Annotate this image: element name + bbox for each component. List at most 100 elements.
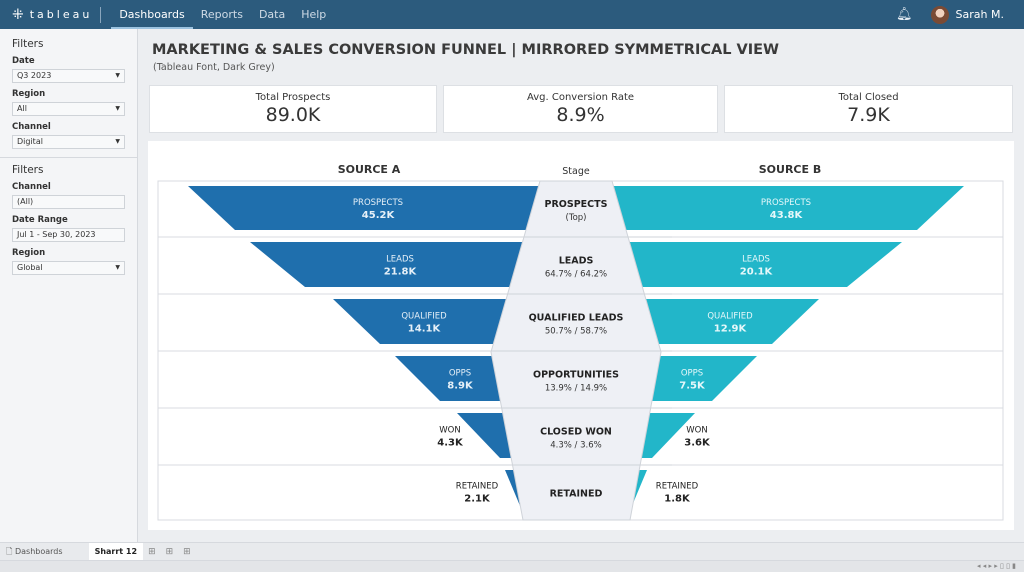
stage-name: PROSPECTS (545, 199, 608, 210)
page-subtitle: (Tableau Font, Dark Grey) (153, 62, 275, 73)
top-nav: ⁜ tableau Dashboards Reports Data Help 🔔︎… (0, 0, 1024, 29)
kpi-label: Total Prospects (255, 92, 331, 103)
filter-label: Date Range (12, 215, 68, 225)
status-bar: ◂ ◂ ▸ ▸ ▯ ▯ ▮ (0, 560, 1024, 572)
filters-sidebar: Filters Date Q3 2023 ▼ Region All ▼ Channel Dig… (0, 29, 138, 542)
stage-name: RETAINED (550, 489, 603, 500)
source-a-stage-label: RETAINED (456, 482, 499, 492)
tab-dashboards[interactable]: 🗋 Dashboards (6, 546, 63, 556)
kpi-total-closed: Total Closed 7.9K (724, 85, 1013, 133)
source-b-value: 1.8K (664, 494, 691, 505)
kpi-label: Avg. Conversion Rate (526, 92, 635, 103)
funnel-panel: SOURCE A SOURCE B Stage PROSPECTS (Top) PROSP… (148, 141, 1014, 530)
stage-name: OPPORTUNITIES (533, 370, 619, 381)
source-b-stage-label: OPPS (681, 369, 703, 379)
funnel-band-source-a (250, 242, 576, 287)
source-a-value: 45.2K (362, 210, 396, 221)
nav-data[interactable]: Data (258, 8, 286, 21)
sheet-tabs-bar: 🗋 Dashboards Sharrt 12 ⊞ ⊞ ⊞ (0, 542, 1024, 561)
filter-value: Q3 2023 (17, 71, 52, 80)
kpi-value: 7.9K (847, 104, 890, 126)
stage-conversion-rate: 64.7% / 64.2% (545, 270, 607, 280)
chevron-down-icon: ▼ (115, 105, 120, 112)
source-a-value: 4.3K (437, 438, 464, 449)
funnel-band-source-a (188, 186, 576, 230)
source-b-value: 3.6K (684, 438, 711, 449)
source-a-value: 21.8K (384, 267, 418, 278)
filters-heading: Filters (12, 164, 44, 176)
kpi-value: 89.0K (265, 104, 321, 126)
funnel-band-source-b (576, 242, 902, 287)
stage-conversion-rate: 13.9% / 14.9% (545, 384, 607, 394)
source-a-value: 8.9K (447, 381, 474, 392)
filter-label: Date (12, 56, 35, 66)
filter-value: All (17, 104, 27, 113)
filters-heading: Filters (12, 38, 44, 50)
stage-conversion-rate: (Top) (566, 213, 587, 223)
filter-value: Digital (17, 137, 43, 146)
chevron-down-icon: ▼ (115, 264, 120, 271)
kpi-total-prospects: Total Prospects 89.0K (149, 85, 437, 133)
filter-label: Channel (12, 122, 51, 132)
source-b-value: 12.9K (714, 324, 748, 335)
user-name[interactable]: Sarah M. (955, 8, 1004, 21)
nav-help[interactable]: Help (301, 8, 327, 21)
source-b-stage-label: RETAINED (656, 482, 699, 492)
filter-input[interactable]: Jul 1 - Sep 30, 2023 (12, 228, 125, 242)
source-a-stage-label: OPPS (449, 369, 471, 379)
stage-name: LEADS (559, 256, 594, 267)
source-a-value: 2.1K (464, 494, 491, 505)
avatar[interactable] (930, 5, 949, 24)
filter-dropdown[interactable]: Global ▼ (12, 261, 125, 275)
chevron-down-icon: ▼ (115, 138, 120, 145)
filter-value: Jul 1 - Sep 30, 2023 (17, 230, 96, 239)
filter-input[interactable]: (All) (12, 195, 125, 209)
filter-label: Region (12, 248, 46, 258)
stage-name: CLOSED WON (540, 427, 612, 438)
new-worksheet-icon[interactable]: ⊞ (148, 546, 156, 557)
nav-dashboards[interactable]: Dashboards (111, 0, 193, 29)
source-b-value: 7.5K (679, 381, 706, 392)
tableau-plus-icon: ⁜ (12, 6, 24, 23)
stage-name: QUALIFIED LEADS (529, 313, 624, 324)
filter-label: Region (12, 89, 46, 99)
source-b-value: 20.1K (740, 267, 774, 278)
source-a-stage-label: QUALIFIED (401, 312, 447, 322)
chevron-down-icon: ▼ (115, 72, 120, 79)
kpi-avg-conversion: Avg. Conversion Rate 8.9% (443, 85, 718, 133)
new-story-icon[interactable]: ⊞ (183, 546, 191, 557)
source-a-stage-label: PROSPECTS (353, 198, 403, 208)
filter-value: Global (17, 263, 43, 272)
filter-value: (All) (17, 197, 34, 206)
source-a-title: SOURCE A (338, 163, 401, 176)
stage-conversion-rate: 4.3% / 3.6% (550, 441, 601, 451)
source-b-stage-label: WON (686, 426, 707, 436)
source-b-stage-label: QUALIFIED (707, 312, 753, 322)
source-b-value: 43.8K (770, 210, 804, 221)
source-a-value: 14.1K (408, 324, 442, 335)
stage-column-header: Stage (562, 166, 590, 177)
tab-sheet[interactable]: Sharrt 12 (88, 542, 144, 561)
filter-dropdown[interactable]: Digital ▼ (12, 135, 125, 149)
pager-icon[interactable]: ◂ ◂ ▸ ▸ ▯ ▯ ▮ (977, 562, 1016, 570)
stage-conversion-rate: 50.7% / 58.7% (545, 327, 607, 337)
kpi-label: Total Closed (838, 92, 899, 103)
new-dashboard-icon[interactable]: ⊞ (165, 546, 174, 557)
bell-icon[interactable]: 🔔︎ (896, 7, 913, 22)
page-title: MARKETING & SALES CONVERSION FUNNEL | MI… (152, 42, 780, 58)
source-a-stage-label: LEADS (386, 255, 414, 265)
source-a-stage-label: WON (439, 426, 460, 436)
mirrored-funnel-chart: SOURCE A SOURCE B Stage PROSPECTS (Top) PROSP… (157, 163, 1004, 521)
nav-reports[interactable]: Reports (200, 8, 243, 21)
divider (100, 6, 102, 23)
document-icon: 🗋 (6, 546, 15, 556)
filter-dropdown[interactable]: Q3 2023 ▼ (12, 69, 125, 83)
source-b-stage-label: PROSPECTS (761, 198, 811, 208)
funnel-band-source-b (576, 186, 964, 230)
divider (0, 157, 137, 158)
filter-dropdown[interactable]: All ▼ (12, 102, 125, 116)
source-b-stage-label: LEADS (742, 255, 770, 265)
brand-logo[interactable]: ⁜ tableau (12, 6, 93, 23)
source-b-title: SOURCE B (759, 163, 821, 176)
filter-label: Channel (12, 182, 51, 192)
